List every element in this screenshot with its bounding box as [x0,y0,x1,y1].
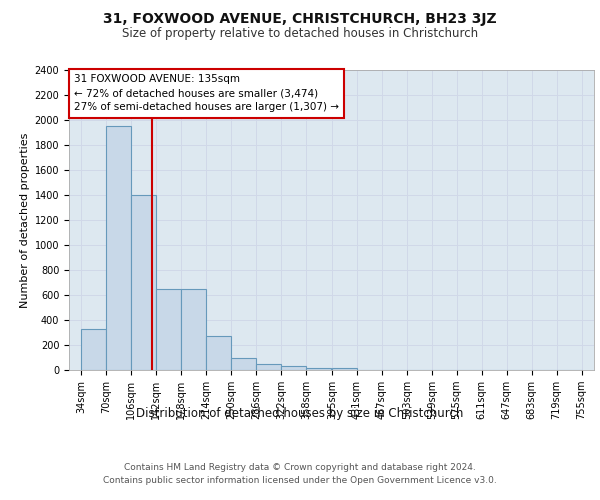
Bar [332,368,357,370]
Bar [281,366,306,370]
Text: Size of property relative to detached houses in Christchurch: Size of property relative to detached ho… [122,28,478,40]
Bar [231,358,256,370]
Text: Distribution of detached houses by size in Christchurch: Distribution of detached houses by size … [136,408,464,420]
Bar [131,195,157,370]
Bar [206,336,231,370]
Bar [306,368,331,370]
Text: 31, FOXWOOD AVENUE, CHRISTCHURCH, BH23 3JZ: 31, FOXWOOD AVENUE, CHRISTCHURCH, BH23 3… [103,12,497,26]
Y-axis label: Number of detached properties: Number of detached properties [20,132,31,308]
Bar [157,289,181,370]
Bar [181,290,206,370]
Text: 31 FOXWOOD AVENUE: 135sqm
← 72% of detached houses are smaller (3,474)
27% of se: 31 FOXWOOD AVENUE: 135sqm ← 72% of detac… [74,74,339,112]
Bar [82,330,106,370]
Bar [256,364,281,370]
Bar [106,126,131,370]
Text: Contains HM Land Registry data © Crown copyright and database right 2024.: Contains HM Land Registry data © Crown c… [124,462,476,471]
Text: Contains public sector information licensed under the Open Government Licence v3: Contains public sector information licen… [103,476,497,485]
